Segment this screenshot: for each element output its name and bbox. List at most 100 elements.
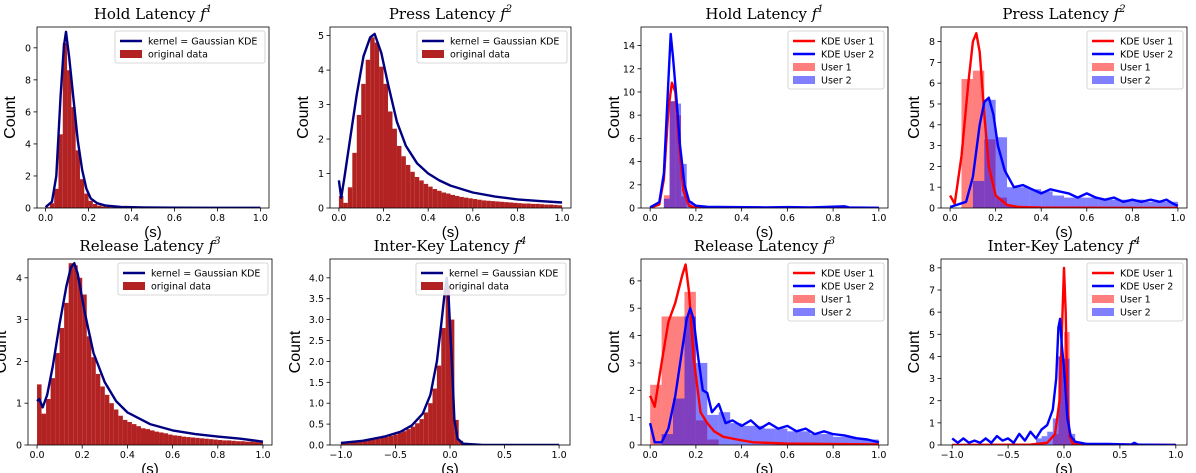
legend-label: User 2	[1120, 308, 1151, 319]
y-axis-label: Count	[295, 96, 312, 139]
original-data-bar	[79, 179, 85, 208]
axes-frame	[640, 258, 889, 446]
original-data-bar	[432, 189, 438, 208]
y-tick-label: 10	[623, 87, 635, 98]
original-data-bar	[410, 426, 416, 445]
legend-box	[787, 30, 885, 90]
y-tick-label: 3	[929, 141, 935, 152]
x-tick-label: 0.0	[331, 213, 346, 224]
y-tick-label: 12	[623, 64, 635, 75]
original-data-bar	[75, 150, 80, 208]
original-data-bar	[361, 83, 366, 208]
x-tick-label: 0.6	[465, 213, 480, 224]
y-tick-label: 3.5	[309, 294, 324, 305]
original-data-bar	[410, 171, 415, 208]
user2-hist-bar	[821, 434, 834, 445]
y-tick-label: 0	[25, 204, 31, 215]
original-data-bar	[62, 43, 68, 208]
user2-hist-bar	[1058, 356, 1064, 445]
user2-hist-bar	[844, 436, 856, 445]
y-tick-label: 7	[929, 58, 935, 69]
user2-hist-bar	[1143, 201, 1156, 208]
x-axis-label: (s)	[144, 224, 162, 241]
user2-hist-bar	[1098, 199, 1110, 208]
y-tick-label: 0	[629, 441, 635, 452]
user2-hist-bar	[1029, 189, 1042, 208]
chart-release-right: 0.0 0.2 0.4 0.6 0.8 1.0 0 1 2 3 4 5 6 (s) Count Release…	[606, 236, 889, 473]
x-axis-label: (s)	[1055, 224, 1073, 241]
y-tick-label: 6	[25, 107, 31, 118]
x-tick-label: 0.8	[1125, 213, 1140, 224]
legend-patch-swatch	[422, 50, 444, 58]
legend-label: KDE User 1	[1120, 269, 1173, 280]
original-data-bar	[159, 432, 164, 445]
legend: KDE User 1 KDE User 2 User 1 User 2	[1086, 30, 1184, 90]
user2-hist-bar	[833, 436, 845, 445]
original-data-bar	[213, 439, 218, 445]
legend-patch-swatch	[421, 282, 443, 290]
original-data-bar	[406, 429, 411, 445]
original-data-bar	[445, 286, 450, 445]
plot-area	[648, 263, 880, 445]
original-data-bar	[163, 433, 169, 445]
user2-hist-bar	[741, 425, 754, 445]
original-data-bar	[127, 422, 132, 445]
original-data-bar	[145, 429, 150, 445]
user2-hist-bar	[730, 423, 742, 445]
axes-frame	[940, 26, 1188, 209]
original-data-bar	[240, 441, 245, 445]
chart-title: Release Latency f3	[694, 236, 835, 255]
y-tick-label: 0	[929, 204, 935, 215]
user2-hist-bar	[695, 362, 708, 445]
original-data-bar	[100, 386, 105, 445]
x-tick-label: 0.0	[29, 450, 44, 461]
x-axis-label: (s)	[442, 224, 460, 241]
legend-label: User 1	[1120, 295, 1151, 306]
user2-hist-bar	[1086, 197, 1099, 208]
legend-label: kernel = Gaussian KDE	[151, 269, 260, 280]
original-data-bar	[397, 432, 402, 445]
user2-hist-bar	[669, 101, 676, 208]
user2-hist-bar	[867, 439, 879, 445]
y-tick-label: 7	[929, 286, 935, 297]
chart-title: Release Latency f3	[79, 236, 220, 255]
y-tick-label: 2	[929, 396, 935, 407]
y-tick-label: 1	[929, 418, 935, 429]
original-data-bar	[235, 441, 241, 445]
y-tick-label: 1	[629, 413, 635, 424]
y-axis-label: Count	[287, 330, 304, 373]
chart-title: Press Latency f2	[1002, 4, 1125, 23]
x-tick-label: 0.4	[124, 213, 139, 224]
y-tick-label: 5	[929, 99, 935, 110]
y-tick-label: 4	[318, 66, 324, 77]
original-data-bar	[95, 373, 101, 445]
chart-interkey-right: −1.0 −0.5 0.0 0.5 1.0 0 1 2 3 4 5 6 7 8 (s) Count Inter-…	[906, 236, 1188, 473]
user2-hist-bar	[810, 434, 822, 445]
kde-line	[340, 276, 560, 445]
chart-hold-right: 0.0 0.2 0.4 0.6 0.8 1.0 0 2 4 6 8 10 12 14 (s) Count Hol…	[606, 4, 889, 241]
original-data-bar	[535, 203, 540, 208]
original-data-bar	[356, 114, 362, 208]
x-tick-label: 0.6	[165, 450, 180, 461]
axes-frame	[640, 26, 889, 209]
x-tick-label: 1.0	[1170, 213, 1185, 224]
original-data-bar	[177, 435, 182, 445]
legend-box	[415, 262, 567, 296]
original-data-bar	[86, 336, 92, 445]
original-data-bar	[365, 59, 371, 208]
original-data-bar	[383, 83, 389, 208]
original-data-bar	[401, 156, 406, 208]
original-data-bar	[64, 302, 69, 445]
original-data-bar	[423, 183, 429, 208]
chart-press-right: 0.0 0.2 0.4 0.6 0.8 1.0 0 1 2 3 4 5 6 7 8 (s) Count Press…	[906, 4, 1188, 241]
original-data-bar	[92, 203, 98, 208]
kde-line	[36, 262, 264, 443]
original-data-bar	[472, 199, 478, 208]
original-data-bar	[548, 204, 554, 208]
original-data-bar	[186, 437, 191, 445]
user2-hist-bar	[787, 431, 799, 445]
legend-box	[114, 30, 266, 64]
x-tick-label: 0.4	[734, 450, 749, 461]
y-tick-label: 5	[629, 304, 635, 315]
axes-frame	[36, 26, 270, 209]
